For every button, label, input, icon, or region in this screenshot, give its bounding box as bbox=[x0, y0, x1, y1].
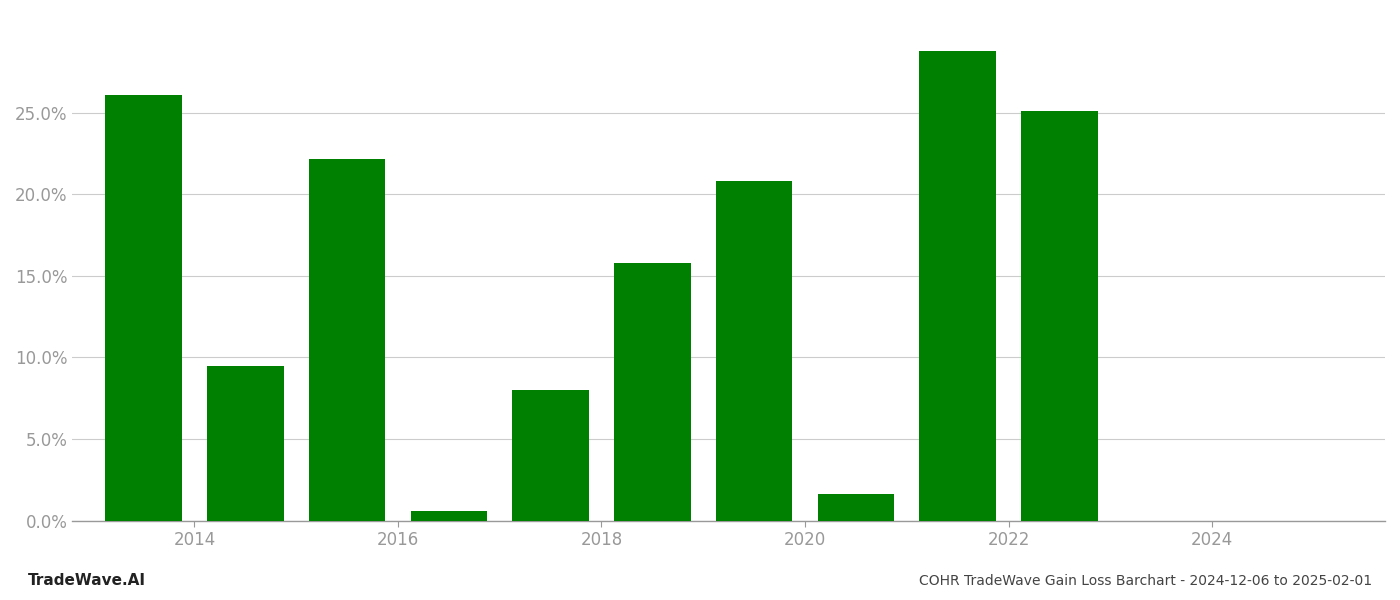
Bar bbox=[615, 263, 690, 521]
Bar bbox=[105, 95, 182, 521]
Bar bbox=[715, 181, 792, 521]
Bar bbox=[818, 494, 895, 521]
Bar bbox=[207, 365, 284, 521]
Text: COHR TradeWave Gain Loss Barchart - 2024-12-06 to 2025-02-01: COHR TradeWave Gain Loss Barchart - 2024… bbox=[918, 574, 1372, 588]
Bar bbox=[920, 51, 995, 521]
Bar bbox=[512, 390, 589, 521]
Text: TradeWave.AI: TradeWave.AI bbox=[28, 573, 146, 588]
Bar bbox=[1021, 111, 1098, 521]
Bar bbox=[410, 511, 487, 521]
Bar bbox=[309, 158, 385, 521]
